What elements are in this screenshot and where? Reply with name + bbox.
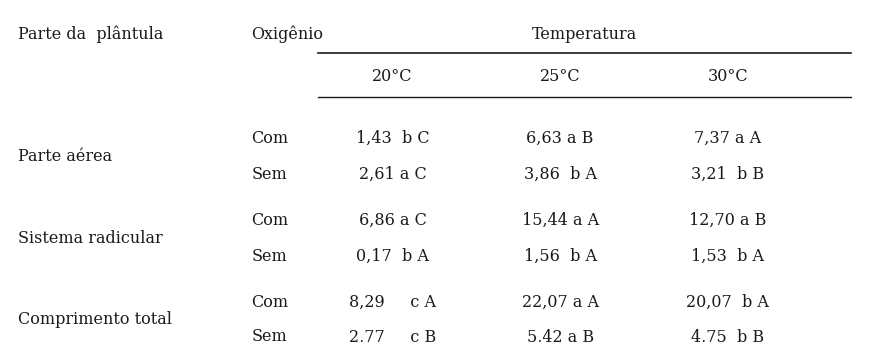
Text: 22,07 a A: 22,07 a A <box>521 294 599 311</box>
Text: 1,43  b C: 1,43 b C <box>355 130 430 147</box>
Text: 5,42 a B: 5,42 a B <box>527 328 594 342</box>
Text: 20°C: 20°C <box>372 68 413 86</box>
Text: 2,61 a C: 2,61 a C <box>359 166 426 183</box>
Text: Sistema radicular: Sistema radicular <box>18 230 162 247</box>
Text: 1,53  b A: 1,53 b A <box>691 248 764 265</box>
Text: 2,77     c B: 2,77 c B <box>349 328 436 342</box>
Text: Com: Com <box>251 294 288 311</box>
Text: 1,56  b A: 1,56 b A <box>524 248 596 265</box>
Text: 30°C: 30°C <box>707 68 748 86</box>
Text: 6,86 a C: 6,86 a C <box>359 212 426 229</box>
Text: 4,75  b B: 4,75 b B <box>691 328 764 342</box>
Text: Oxigênio: Oxigênio <box>251 25 324 43</box>
Text: Com: Com <box>251 130 288 147</box>
Text: Sem: Sem <box>251 328 288 342</box>
Text: Parte aérea: Parte aérea <box>18 148 112 165</box>
Text: 7,37 a A: 7,37 a A <box>694 130 761 147</box>
Text: 12,70 a B: 12,70 a B <box>689 212 766 229</box>
Text: 8,29     c A: 8,29 c A <box>349 294 436 311</box>
Text: 0,17  b A: 0,17 b A <box>356 248 429 265</box>
Text: 3,86  b A: 3,86 b A <box>524 166 596 183</box>
Text: 25°C: 25°C <box>540 68 580 86</box>
Text: 20,07  b A: 20,07 b A <box>686 294 769 311</box>
Text: 15,44 a A: 15,44 a A <box>521 212 599 229</box>
Text: Parte da  plântula: Parte da plântula <box>18 25 163 43</box>
Text: Sem: Sem <box>251 166 288 183</box>
Text: Temperatura: Temperatura <box>532 26 637 43</box>
Text: Sem: Sem <box>251 248 288 265</box>
Text: 3,21  b B: 3,21 b B <box>691 166 764 183</box>
Text: Com: Com <box>251 212 288 229</box>
Text: 6,63 a B: 6,63 a B <box>527 130 594 147</box>
Text: Comprimento total: Comprimento total <box>18 311 172 328</box>
